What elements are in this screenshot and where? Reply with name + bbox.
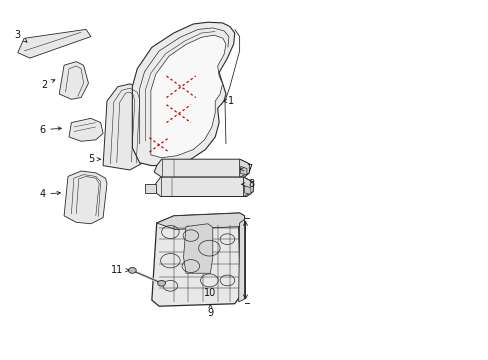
Text: 1: 1 (223, 96, 233, 106)
Polygon shape (183, 224, 212, 273)
Text: 5: 5 (88, 154, 100, 164)
Circle shape (128, 267, 136, 273)
Polygon shape (157, 213, 244, 229)
Text: 9: 9 (207, 305, 213, 318)
Polygon shape (240, 166, 246, 175)
Polygon shape (64, 171, 107, 224)
Polygon shape (154, 159, 249, 177)
Text: 3: 3 (15, 30, 27, 42)
Circle shape (158, 280, 165, 286)
Text: 8: 8 (241, 179, 254, 189)
Polygon shape (238, 220, 244, 302)
Polygon shape (69, 118, 103, 141)
Polygon shape (132, 22, 234, 166)
Polygon shape (103, 84, 144, 170)
Polygon shape (239, 159, 249, 177)
Polygon shape (18, 30, 91, 58)
Polygon shape (59, 62, 88, 99)
Polygon shape (244, 186, 250, 194)
Polygon shape (153, 177, 253, 197)
Text: 7: 7 (240, 164, 252, 174)
Text: 11: 11 (110, 265, 129, 275)
Text: 4: 4 (39, 189, 60, 199)
Text: 6: 6 (39, 125, 61, 135)
Text: 10: 10 (204, 288, 216, 298)
Polygon shape (144, 184, 156, 193)
Polygon shape (151, 35, 225, 158)
Polygon shape (243, 177, 253, 197)
Text: 2: 2 (41, 80, 55, 90)
Polygon shape (152, 213, 244, 306)
